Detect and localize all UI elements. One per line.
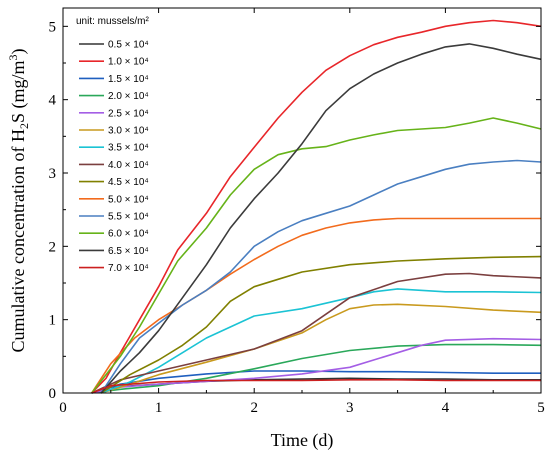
legend-label: 5.5 × 10⁴ xyxy=(108,212,149,223)
y-tick-label: 2 xyxy=(49,239,57,255)
legend-label: 4.0 × 10⁴ xyxy=(108,160,149,171)
x-axis-label: Time (d) xyxy=(271,430,334,451)
x-tick-label: 3 xyxy=(346,400,354,416)
y-tick-label: 3 xyxy=(49,166,57,182)
series-line-9 xyxy=(100,255,542,394)
legend-label: 3.5 × 10⁴ xyxy=(108,143,149,154)
series-line-10 xyxy=(91,217,541,394)
series-line-12 xyxy=(91,117,542,394)
legend-label: 6.0 × 10⁴ xyxy=(108,229,149,240)
legend-label: 3.0 × 10⁴ xyxy=(108,126,149,137)
x-tick-label: 0 xyxy=(59,400,67,416)
legend-label: 4.5 × 10⁴ xyxy=(108,177,149,188)
x-tick-label: 4 xyxy=(442,400,450,416)
y-tick-label: 4 xyxy=(49,93,57,109)
legend-label: 2.5 × 10⁴ xyxy=(108,108,149,119)
legend-label: 2.0 × 10⁴ xyxy=(108,91,149,102)
legend-title: unit: mussels/m² xyxy=(76,16,149,27)
series-line-8 xyxy=(91,272,542,394)
x-tick-label: 1 xyxy=(155,400,163,416)
series-line-3 xyxy=(91,370,541,394)
y-tick-label: 0 xyxy=(49,386,57,402)
series-line-6 xyxy=(100,303,542,394)
y-tick-label: 1 xyxy=(49,313,57,329)
x-tick-label: 2 xyxy=(250,400,258,416)
series-line-4 xyxy=(91,343,542,394)
series-line-2 xyxy=(91,19,542,394)
series-layer xyxy=(91,19,542,394)
y-label-part: 3 xyxy=(6,55,20,61)
series-line-11 xyxy=(100,159,542,394)
y-label-part: Cumulative concentration of H xyxy=(8,129,28,352)
y-label-part: S (mg/m xyxy=(8,61,29,124)
axes-layer: 0 1 2 3 4 5 0 1 2 3 4 5 xyxy=(49,7,545,416)
series-line-7 xyxy=(100,288,542,394)
series-line-5 xyxy=(91,337,542,394)
legend-label: 7.0 × 10⁴ xyxy=(108,263,149,274)
legend-label: 1.5 × 10⁴ xyxy=(108,74,149,85)
legend-label: 5.0 × 10⁴ xyxy=(108,194,149,205)
x-tick-label: 5 xyxy=(537,400,545,416)
y-axis-label: Cumulative concentration of H2S (mg/m3) xyxy=(6,49,31,353)
legend: unit: mussels/m² 0.5 × 10⁴ 1.0 × 10⁴ 1.5 × … xyxy=(76,16,149,274)
y-label-part: ) xyxy=(8,49,29,55)
series-line-14 xyxy=(91,379,541,394)
series-line-13 xyxy=(100,43,542,394)
legend-label: 6.5 × 10⁴ xyxy=(108,246,149,257)
y-label-part: 2 xyxy=(17,123,31,129)
legend-label: 0.5 × 10⁴ xyxy=(108,40,149,51)
legend-label: 1.0 × 10⁴ xyxy=(108,57,149,68)
y-tick-label: 5 xyxy=(49,19,57,35)
